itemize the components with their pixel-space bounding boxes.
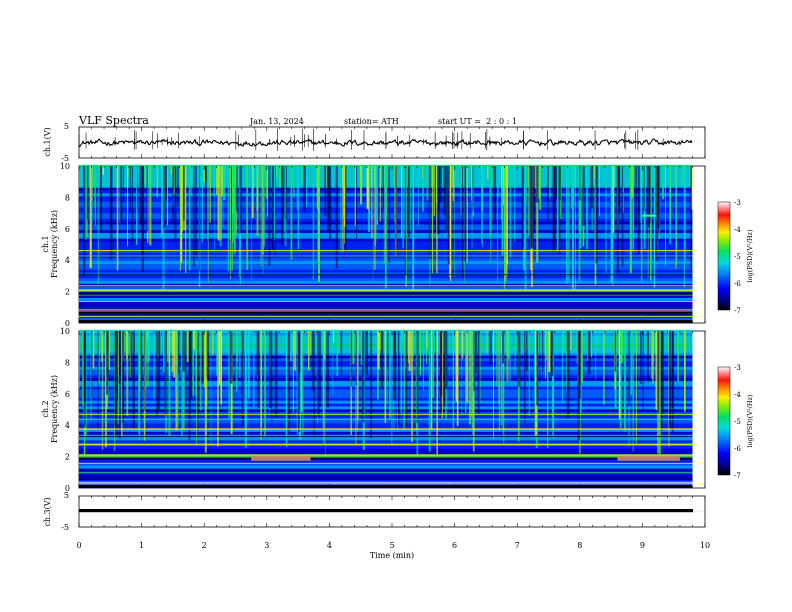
ch1-cbar-tick-5: -5 <box>734 253 741 261</box>
ch1-spec-ylabel-channel: ch.1 <box>41 235 50 252</box>
x-tick-label-10: 10 <box>700 541 710 550</box>
ch1-cbar-label: log(PSD)(V²/Hz) <box>746 229 754 282</box>
ch3-ytick-bottom: -5 <box>61 523 69 532</box>
ch1-yticks: 0 2 4 6 8 10 <box>60 162 70 328</box>
ch2-ytick-4: 4 <box>65 421 70 430</box>
x-tick-label-8: 8 <box>577 541 582 550</box>
ch1-ytick-bottom: -5 <box>61 154 69 163</box>
ch2-colorbar: -3 -4 -5 -6 -7 log(PSD)(V²/Hz) <box>717 364 754 480</box>
x-axis-ticks <box>78 127 706 527</box>
ch2-spectrogram-panel: 0 2 4 6 8 10 ch.2 Frequency (kHz) -3 -4 … <box>41 327 754 493</box>
ch1-spectrogram-panel: 0 2 4 6 8 10 ch.1 Frequency (kHz) -3 -4 … <box>41 162 754 328</box>
ch1-ytick-8: 8 <box>65 193 70 202</box>
ch1-waveform-panel: 5 -5 ch.1(V) <box>43 122 706 163</box>
ch2-spec-ylabel-channel: ch.2 <box>41 400 50 417</box>
ch1-cbar-tick-3: -3 <box>734 199 741 207</box>
x-axis-tick-labels: 0 1 2 3 4 5 6 7 8 9 10 <box>76 541 710 550</box>
station-label: station= ATH <box>344 117 399 126</box>
ch2-cbar-tick-7: -7 <box>734 472 741 480</box>
x-tick-label-6: 6 <box>452 541 457 550</box>
ch1-cbar-tick-4: -4 <box>734 226 741 234</box>
x-tick-label-3: 3 <box>264 541 269 550</box>
ch2-ytick-10: 10 <box>60 327 70 336</box>
ch1-ytick-top: 5 <box>64 122 69 131</box>
ch1-colorbar: -3 -4 -5 -6 -7 log(PSD)(V²/Hz) <box>717 199 754 315</box>
ch2-cbar-tick-6: -6 <box>734 445 741 453</box>
x-tick-label-0: 0 <box>76 541 81 550</box>
x-tick-label-2: 2 <box>202 541 207 550</box>
ch1-ytick-4: 4 <box>65 256 70 265</box>
x-tick-label-5: 5 <box>389 541 394 550</box>
ch1-ylabel: ch.1(V) <box>43 127 52 156</box>
ch2-cbar-tick-3: -3 <box>734 364 741 372</box>
ch2-ytick-0: 0 <box>65 484 70 493</box>
x-tick-label-1: 1 <box>139 541 144 550</box>
ch2-cbar-label: log(PSD)(V²/Hz) <box>746 394 754 447</box>
x-tick-label-7: 7 <box>515 541 520 550</box>
ch1-ytick-2: 2 <box>65 288 70 297</box>
ch2-cbar-tick-5: -5 <box>734 418 741 426</box>
start-ut-label: start UT = 2 : 0 : 1 <box>438 117 517 126</box>
ch2-ytick-6: 6 <box>65 390 70 399</box>
ch3-trace <box>79 509 693 513</box>
date-label: Jan. 13, 2024 <box>249 117 304 126</box>
x-axis-label: Time (min) <box>370 551 414 560</box>
ch2-ytick-8: 8 <box>65 358 70 367</box>
ch2-yticks: 0 2 4 6 8 10 <box>60 327 70 493</box>
x-tick-label-4: 4 <box>327 541 332 550</box>
ch2-cbar-tick-4: -4 <box>734 391 741 399</box>
ch1-spec-ylabel-freq: Frequency (kHz) <box>50 210 59 278</box>
ch3-ylabel: ch.3(V) <box>43 497 52 526</box>
ch1-ytick-6: 6 <box>65 225 70 234</box>
x-tick-label-9: 9 <box>640 541 645 550</box>
ch1-cbar-tick-7: -7 <box>734 307 741 315</box>
ch3-ytick-top: 5 <box>64 491 69 500</box>
ch1-ytick-10: 10 <box>60 162 70 171</box>
ch2-spec-ylabel-freq: Frequency (kHz) <box>50 375 59 443</box>
ch1-trace <box>78 138 693 148</box>
ch3-waveform-panel: 5 -5 ch.3(V) <box>43 491 706 532</box>
ch1-spikes <box>78 128 664 151</box>
ch1-spectrogram-image <box>79 164 693 324</box>
ch2-spectrogram-image <box>79 329 693 489</box>
figure-title: VLF Spectra <box>78 114 149 127</box>
ch1-cbar-tick-6: -6 <box>734 280 741 288</box>
ch2-ytick-2: 2 <box>65 453 70 462</box>
ch1-ytick-0: 0 <box>65 319 70 328</box>
